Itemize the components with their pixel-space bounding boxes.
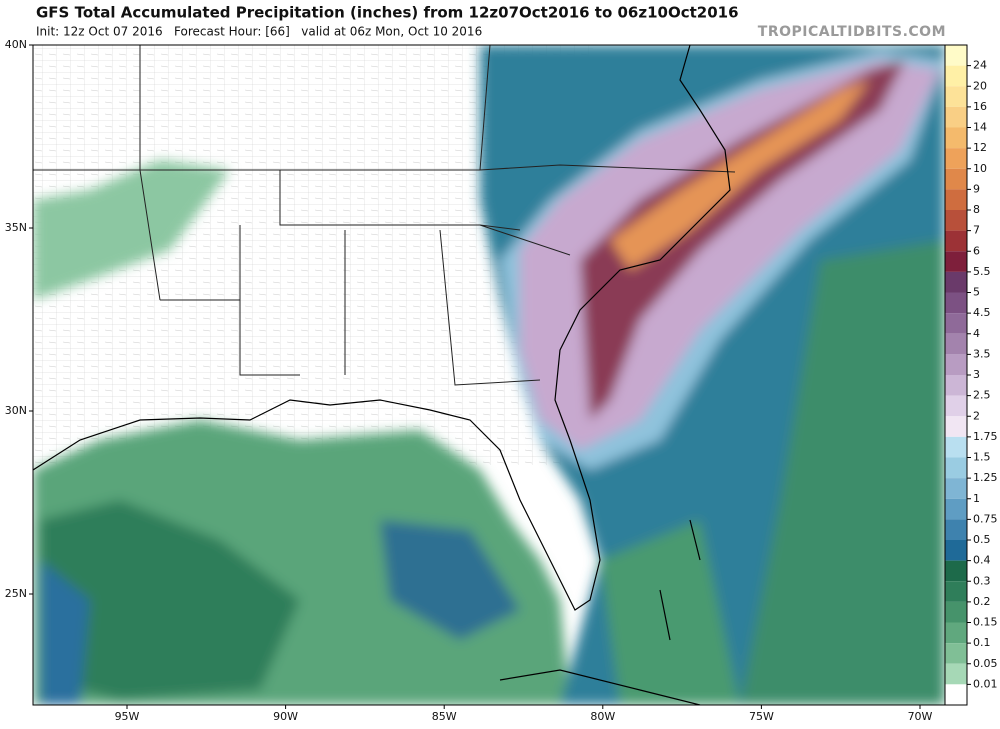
west-precip: [33, 160, 230, 300]
colorbar-label: 1: [973, 492, 980, 505]
lon-label: 70W: [908, 710, 933, 723]
colorbar-cell: [945, 643, 967, 664]
colorbar-label: 4: [973, 327, 980, 340]
lat-label: 30N: [5, 404, 27, 417]
colorbar-cell: [945, 622, 967, 644]
colorbar-cell: [945, 436, 967, 458]
colorbar-label: 1.25: [973, 471, 998, 484]
colorbar-cell: [945, 168, 967, 190]
colorbar-label: 0.15: [973, 616, 998, 629]
colorbar-label: 5.5: [973, 265, 991, 278]
colorbar-label: 12: [973, 141, 987, 154]
colorbar-label: 1.75: [973, 430, 998, 443]
colorbar-label: 4.5: [973, 306, 991, 319]
orange-core: [610, 80, 870, 270]
bahamas-green: [600, 520, 740, 705]
colorbar-cell: [945, 416, 967, 437]
colorbar-cell: [945, 127, 967, 149]
gulf-core: [40, 500, 300, 700]
colorbar-label: 24: [973, 59, 987, 72]
colorbar-label: 0.1: [973, 636, 991, 649]
precip-field: [33, 45, 945, 705]
colorbar-cell: [945, 354, 967, 375]
lat-label: 35N: [5, 221, 27, 234]
colorbar-label: 14: [973, 121, 987, 134]
colorbar-label: 7: [973, 224, 980, 237]
colorbar-cell: [945, 333, 967, 355]
colorbar-cell: [945, 457, 967, 479]
axes: 40N 35N 30N 25N 95W 90W 85W 80W 75W 70W: [5, 38, 933, 723]
colorbar-cell: [945, 271, 967, 293]
colorbar-cell: [945, 478, 967, 499]
colorbar-label: 3.5: [973, 347, 991, 360]
east-green: [740, 240, 945, 705]
colorbar-cell: [945, 313, 967, 334]
colorbar-label: 3: [973, 368, 980, 381]
colorbar-cell: [945, 292, 967, 314]
colorbar-cell: [945, 189, 967, 210]
colorbar-cell: [945, 251, 967, 272]
colorbar-cell: [945, 395, 967, 417]
gulf-blue: [40, 560, 90, 705]
colorbar-label: 20: [973, 79, 987, 92]
colorbar-label: 0.4: [973, 554, 991, 567]
colorbar-cell: [945, 230, 967, 252]
map-area: [33, 45, 945, 705]
colorbar-cell: [945, 560, 967, 582]
colorbar-label: 5: [973, 286, 980, 299]
colorbar-label: 9: [973, 182, 980, 195]
colorbar-cell: [945, 663, 967, 685]
lon-label: 90W: [273, 710, 298, 723]
colorbar-cell: [945, 148, 967, 169]
colorbar-label: 0.05: [973, 657, 998, 670]
colorbar-label: 0.75: [973, 512, 998, 525]
coastline: [33, 45, 731, 705]
colorbar-cell: [945, 375, 967, 396]
colorbar-cell: [945, 45, 967, 66]
colorbar-frame: [944, 44, 968, 706]
colorbar-cell: [945, 519, 967, 540]
lon-label: 85W: [432, 710, 457, 723]
colorbar-cell: [945, 540, 967, 561]
colorbar-label: 0.01: [973, 677, 998, 690]
colorbar-cell: [945, 498, 967, 520]
state-lines: [33, 45, 736, 386]
lat-label: 40N: [5, 38, 27, 51]
colorbar-label: 0.2: [973, 595, 991, 608]
colorbar-cell: [945, 86, 967, 107]
gulf-blue-2: [380, 520, 520, 640]
lon-label: 95W: [115, 710, 140, 723]
colorbar-label: 0.5: [973, 533, 991, 546]
colorbar-label: 8: [973, 203, 980, 216]
colorbar-label: 0.3: [973, 574, 991, 587]
lon-label: 75W: [749, 710, 774, 723]
subtitle: Init: 12z Oct 07 2016 Forecast Hour: [66…: [36, 25, 482, 39]
colorbar-cell: [945, 684, 967, 705]
colorbar-label: 2.5: [973, 389, 991, 402]
colorbar-cell: [945, 601, 967, 623]
lat-label: 25N: [5, 587, 27, 600]
colorbar-cell: [945, 581, 967, 602]
colorbar-label: 10: [973, 162, 987, 175]
title: GFS Total Accumulated Precipitation (inc…: [36, 4, 739, 22]
colorbar-label: 2: [973, 409, 980, 422]
colorbar-label: 6: [973, 244, 980, 257]
colorbar-cell: [945, 65, 967, 87]
colorbar: 24 20 16 14 12 10 9 8 7 6 5.5 5 4.5 4 3.5 3 2.5 2 1.75 1.5 1…: [944, 44, 998, 706]
watermark: TROPICALTIDBITS.COM: [758, 24, 946, 40]
colorbar-label: 1.5: [973, 451, 991, 464]
colorbar-label: 16: [973, 100, 987, 113]
colorbar-cell: [945, 106, 967, 128]
lon-label: 80W: [590, 710, 615, 723]
colorbar-cell: [945, 210, 967, 231]
